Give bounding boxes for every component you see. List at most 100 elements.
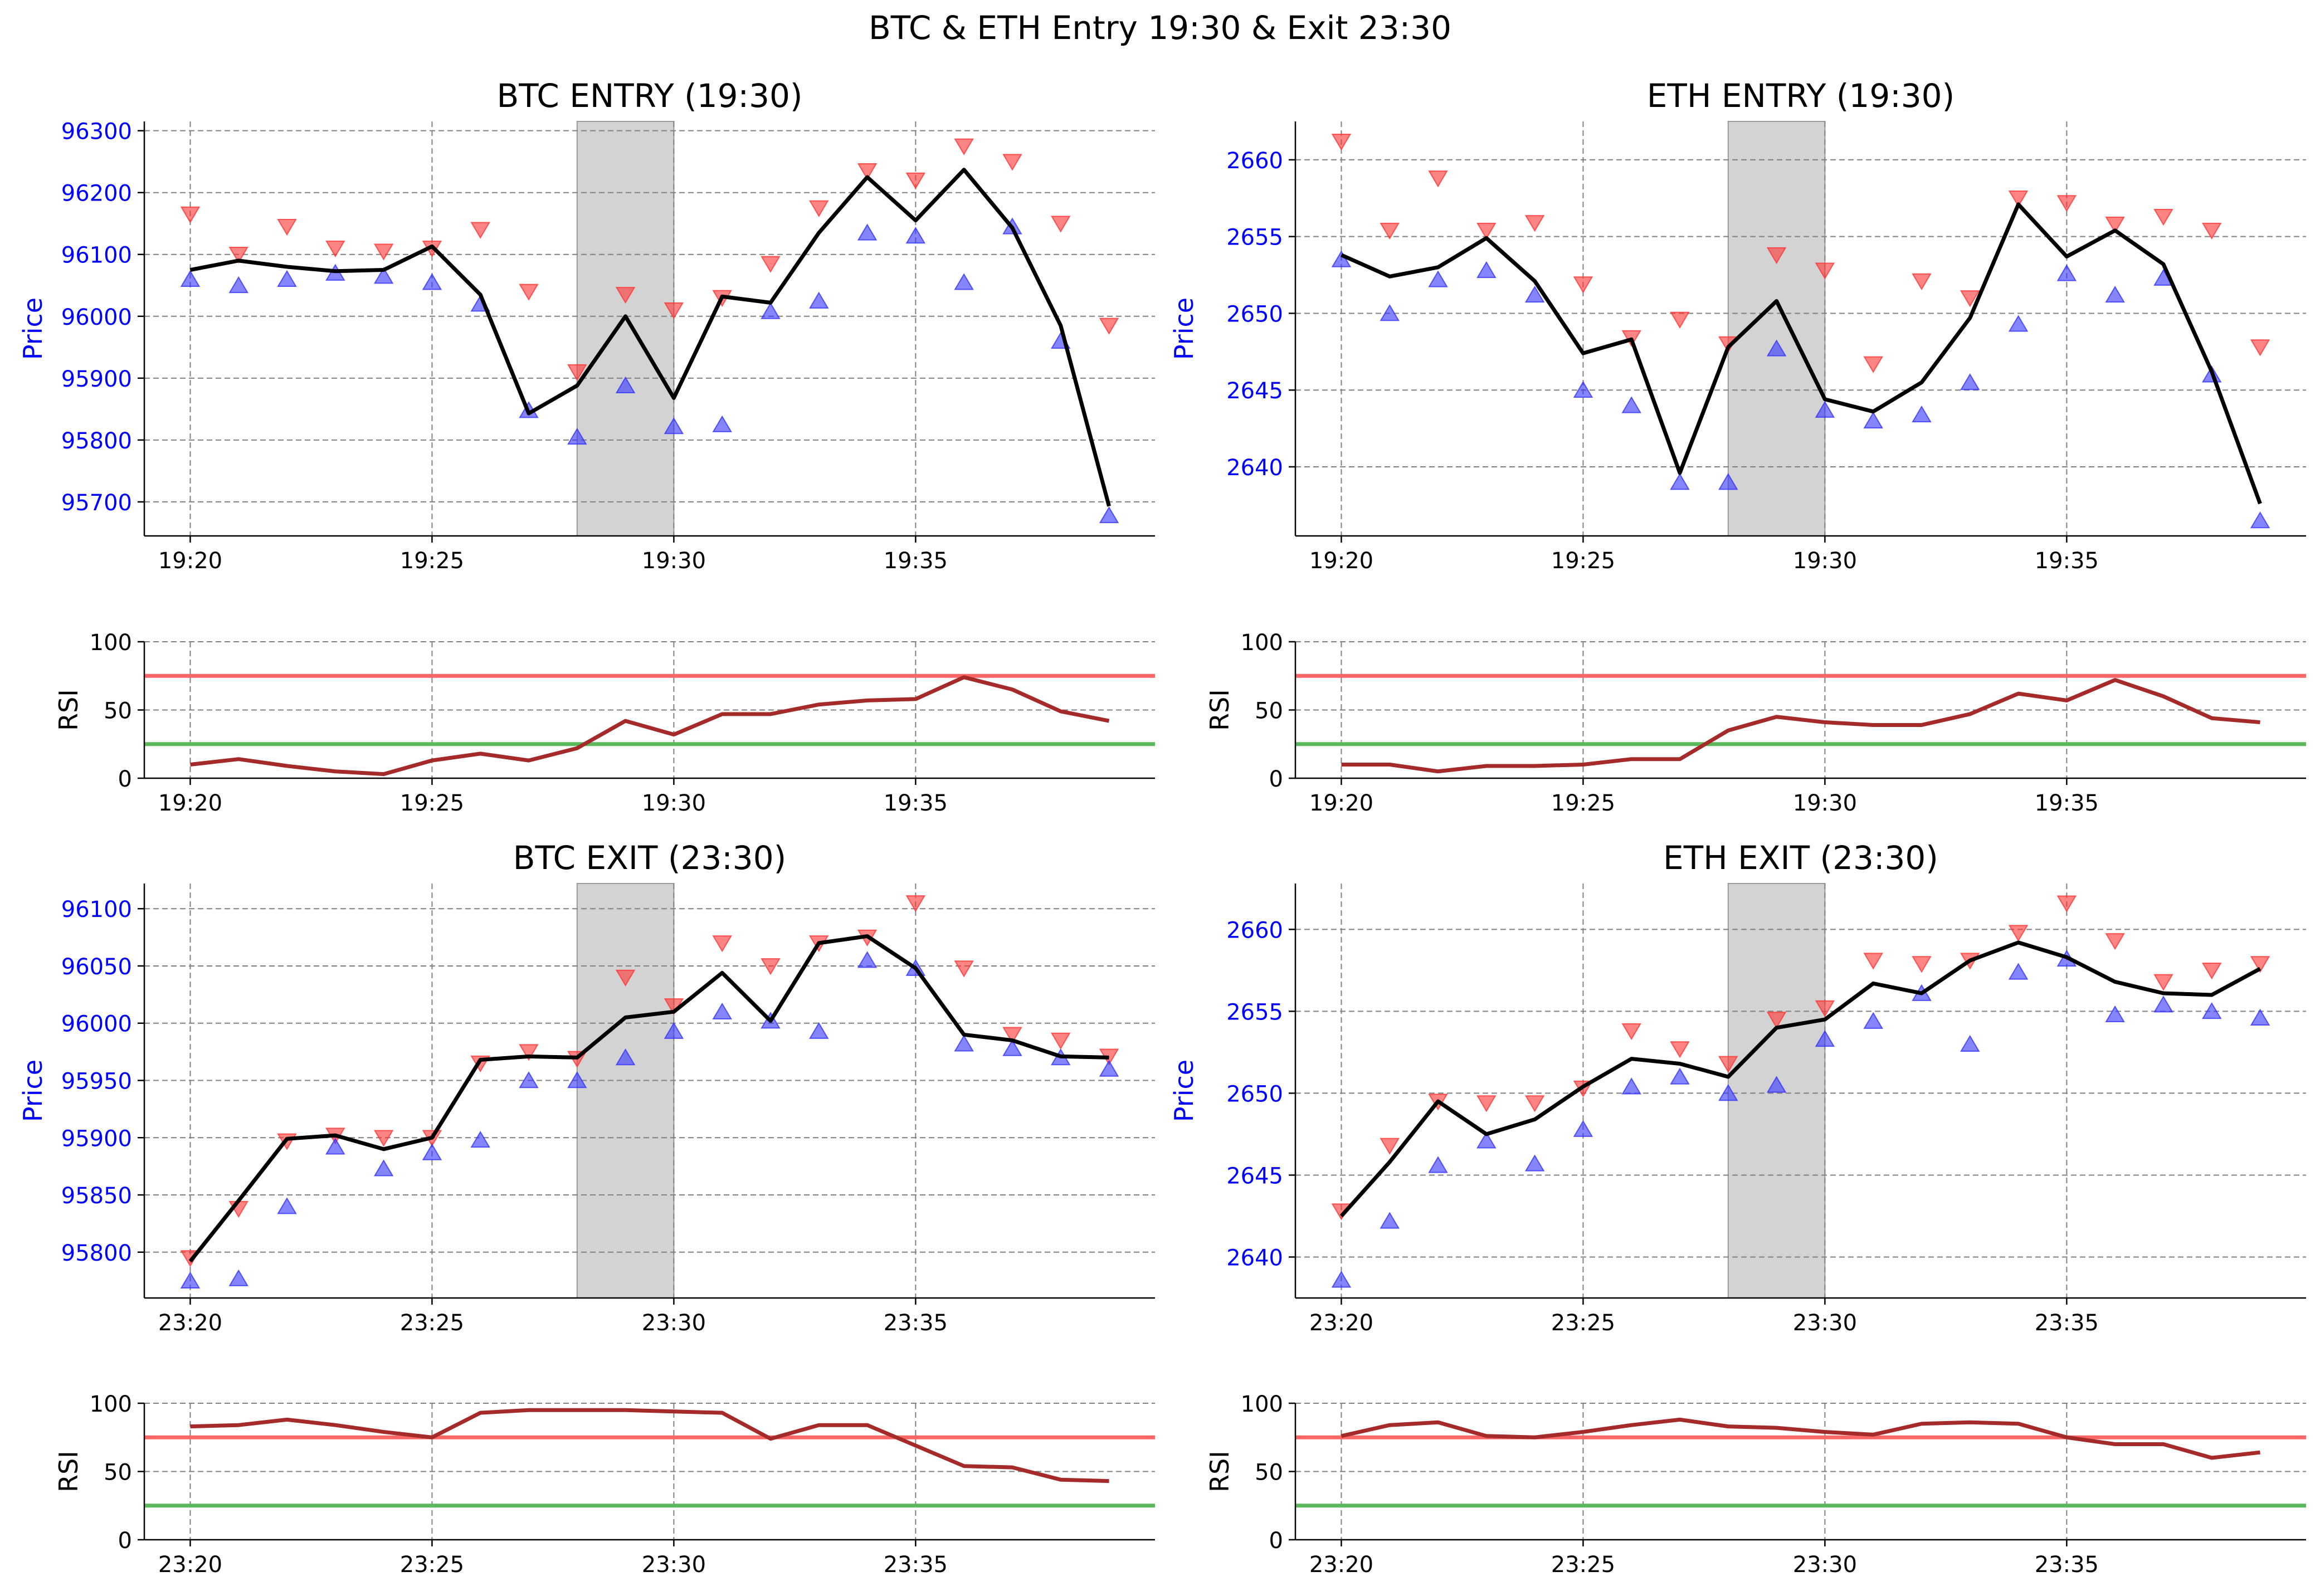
high-marker [1099,318,1119,335]
high-marker [1524,215,1545,232]
rsi-xtick-label: 23:35 [2035,1552,2099,1578]
low-marker [1476,261,1497,279]
low-marker [2056,264,2077,281]
rsi-line [190,1408,1109,1483]
high-marker [615,287,636,304]
low-marker [1428,270,1448,287]
rsi-xtick-label: 19:20 [1309,790,1373,816]
rsi-xtick-label: 23:20 [158,1552,222,1578]
high-marker [954,960,974,978]
rsi-ytick-label: 0 [1269,767,1283,792]
high-marker [1863,356,1883,373]
rsi-ytick-label: 50 [1255,699,1283,724]
price-ytick-label: 2655 [1226,999,1283,1025]
high-marker [905,895,926,912]
price-xtick-label: 23:20 [1309,1310,1373,1336]
high-marker [1051,216,1071,233]
price-ytick-label: 2640 [1226,455,1283,481]
high-marker [1573,276,1593,294]
low-marker [809,291,829,309]
low-marker [2008,315,2029,332]
price-ytick-label: 96050 [61,954,132,980]
price-ytick-label: 95700 [61,490,132,516]
high-marker [664,302,684,320]
price-xtick-label: 23:30 [1793,1310,1857,1336]
rsi-line [190,675,1110,777]
high-marker [325,240,345,258]
highlight-span [576,121,675,536]
rsi-line [1341,678,2260,774]
price-xtick-label: 19:20 [158,548,222,574]
highlight-span [576,883,675,1299]
price-xtick-label: 19:25 [400,548,464,574]
price-ytick-label: 95800 [61,428,132,454]
low-marker [1815,401,1835,418]
low-marker [519,1071,539,1089]
high-marker [2202,963,2222,980]
high-marker [519,284,539,301]
high-marker [373,1130,394,1147]
high-marker [180,206,201,223]
low-marker [1863,411,1883,429]
high-marker [1670,1041,1690,1058]
panel-title: ETH ENTRY (19:30) [1647,77,1955,115]
price-ylabel: Price [18,1060,48,1122]
high-marker [1621,1023,1641,1041]
low-marker [664,417,684,435]
rsi-ylabel: RSI [1205,1451,1235,1492]
panel-title: BTC EXIT (23:30) [513,839,787,877]
price-ytick-label: 2660 [1226,148,1283,174]
rsi-ylabel: RSI [1205,689,1235,731]
high-marker [1428,170,1448,188]
price-xtick-label: 19:35 [2035,548,2099,574]
low-marker [180,1271,201,1288]
high-marker [1912,273,1932,290]
close-price-line [1339,940,2261,1218]
close-price-line [1341,202,2262,505]
high-marker [2056,895,2077,912]
high-marker [2250,956,2270,973]
price-xtick-label: 23:25 [400,1310,464,1336]
price-ytick-label: 96100 [61,897,132,923]
low-marker [373,267,394,284]
low-marker [1099,506,1119,524]
price-ytick-label: 2640 [1226,1245,1283,1271]
high-marker [1912,956,1932,973]
price-ytick-label: 95900 [61,1126,132,1151]
high-marker [2202,222,2222,240]
low-marker [1621,1077,1641,1095]
rsi-xtick-label: 23:20 [1309,1552,1373,1578]
rsi-ytick-label: 0 [1269,1528,1283,1554]
high-marker [1863,953,1883,970]
high-marker [1002,1027,1022,1044]
price-ytick-label: 2645 [1226,378,1283,404]
price-xtick-label: 19:35 [884,548,948,574]
rsi-xtick-label: 23:30 [1793,1552,1857,1578]
high-marker [2056,195,2077,212]
price-ytick-label: 2660 [1226,917,1283,943]
close-price-line [189,168,1111,507]
price-xtick-label: 23:30 [642,1310,706,1336]
low-marker [1099,1060,1119,1077]
rsi-ytick-label: 100 [1241,630,1283,656]
rsi-line [1341,1417,2260,1460]
low-marker [761,302,781,319]
low-marker [1621,396,1641,413]
low-marker [1476,1131,1497,1149]
low-marker [2105,1005,2125,1023]
high-marker [1476,1095,1497,1112]
low-marker [1670,1067,1690,1085]
highlight-span [1727,121,1826,536]
high-marker [2105,933,2125,950]
low-marker [228,1269,248,1286]
low-marker [857,951,878,968]
high-marker [954,138,974,155]
high-marker [2250,339,2270,357]
low-marker [1670,473,1690,490]
low-marker [277,1197,297,1214]
panel-title: BTC ENTRY (19:30) [496,77,802,115]
low-marker [277,270,297,287]
low-marker [2105,286,2125,303]
